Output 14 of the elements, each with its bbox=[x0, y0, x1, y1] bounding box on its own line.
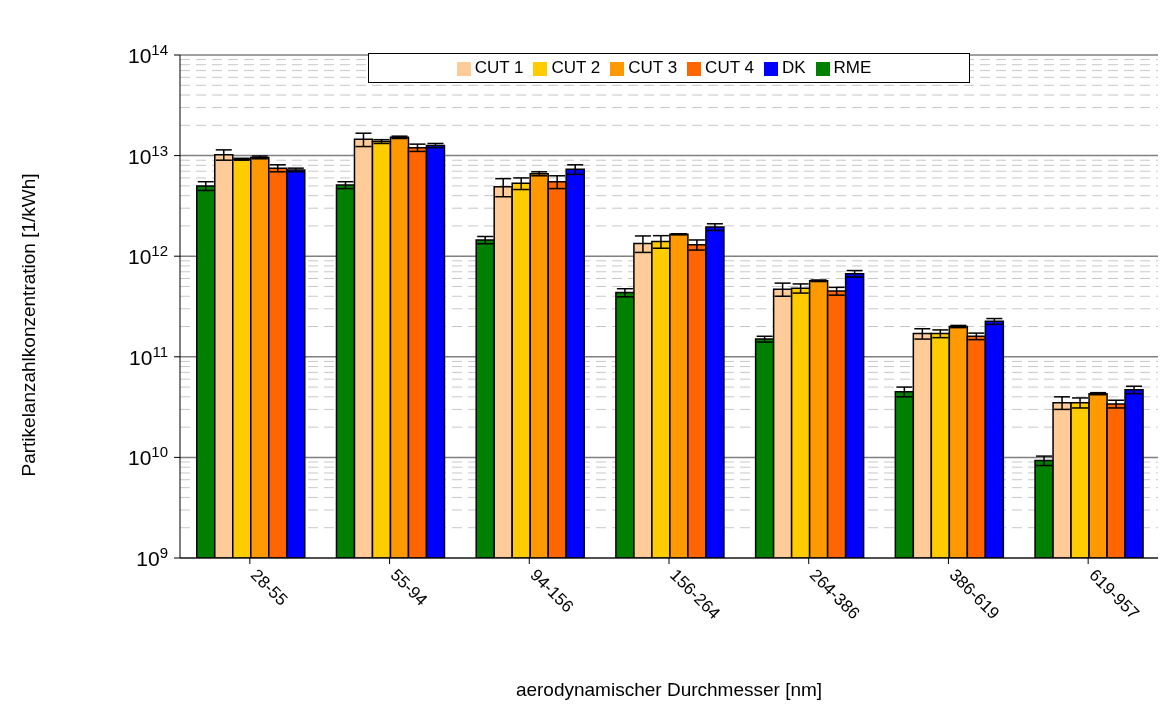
y-tick-label: 10$^{14}$ bbox=[127, 40, 168, 67]
legend-label: CUT 4 bbox=[705, 58, 754, 77]
y-axis-title: Partikelanzahlkonzentration [1/kWh] bbox=[17, 173, 39, 477]
legend-label: CUT 3 bbox=[628, 58, 678, 77]
legend-label: DK bbox=[781, 58, 806, 77]
legend-label: CUT 1 bbox=[474, 58, 524, 77]
x-axis-title: aerodynamischer Durchmesser [nm] bbox=[515, 679, 823, 700]
y-tick-label: 10$^{10}$ bbox=[127, 442, 168, 470]
y-tick-label: 10$^{11}$ bbox=[129, 342, 168, 369]
legend-label: CUT 2 bbox=[551, 58, 601, 77]
y-tick-label: 10$^{12}$ bbox=[127, 241, 168, 269]
y-tick-label: 10$^{9}$ bbox=[136, 543, 168, 570]
legend-label: RME bbox=[833, 58, 872, 77]
y-tick-label: 10$^{13}$ bbox=[127, 141, 168, 168]
